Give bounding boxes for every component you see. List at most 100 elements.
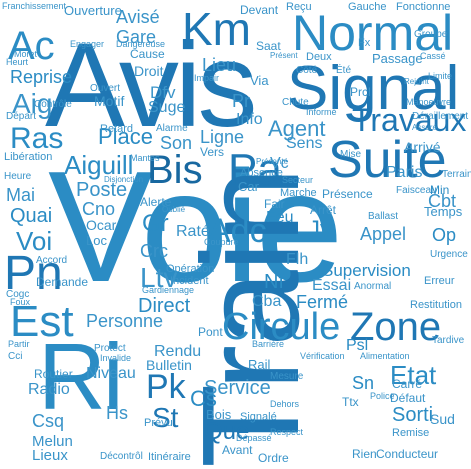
word-cogc: Cogc [6, 289, 30, 300]
word-etat: Etat [390, 360, 437, 390]
word-déraillement: Déraillement [412, 111, 469, 122]
word-rien: Rien [352, 447, 377, 461]
word-crc: Crc [140, 241, 168, 261]
word-rail: Rail [248, 357, 271, 372]
word-jy: Jy [308, 216, 332, 243]
word-avis: Avis [45, 18, 258, 152]
word-alarme: Alarme [156, 123, 188, 134]
word-dépassé: Dépassé [236, 433, 272, 443]
word-saat: Saat [256, 39, 281, 53]
word-raté: Raté [176, 223, 210, 240]
word-radio: Radio [28, 381, 70, 398]
word-km: Km [182, 3, 251, 55]
word-pr: Pr [232, 91, 250, 111]
word-gardiennage: Gardiennage [142, 285, 195, 295]
word-essai: Essai [312, 277, 352, 294]
word-dfv: Dfv [150, 83, 176, 102]
word-accord: Accord [36, 255, 68, 266]
word-bois: Bois [206, 407, 232, 422]
word-que: Que [204, 418, 250, 445]
word-voie: Voie [48, 139, 344, 315]
word-départ: Départ [6, 111, 37, 122]
word-adc: Adc [208, 212, 267, 250]
word-personne: Personne [86, 311, 164, 331]
word-poste: Poste [76, 179, 128, 201]
word-loc: Loc [86, 233, 107, 248]
word-avisé: Avisé [116, 7, 160, 27]
word-opération: Opération [166, 263, 215, 275]
word-sorti: Sorti [392, 404, 434, 426]
word-aig: Aig [12, 88, 53, 119]
word-faisceau: Faisceau [396, 185, 437, 196]
word-lieux: Lieux [32, 447, 68, 464]
word-melun: Melun [32, 433, 73, 450]
word-reprise: Reprise [10, 67, 73, 87]
word-info: Info [236, 111, 263, 128]
word-cbt: Cbt [428, 191, 457, 211]
word-flh: Flh [286, 251, 309, 268]
word-supervision: Supervision [322, 261, 411, 280]
word-engager: Engager [70, 39, 105, 49]
word-aiguill: Aiguill [64, 150, 134, 180]
word-disjonction: Disjonction [104, 175, 144, 184]
word-libération: Libération [4, 151, 53, 163]
word-présent: Présent [270, 51, 298, 60]
word-direct: Direct [138, 295, 191, 317]
word-gr: Gr [142, 210, 169, 237]
word-moret: Moret [14, 49, 38, 59]
word-via: Via [250, 73, 269, 88]
word-secteur: Secteur [282, 175, 314, 185]
word-fonctionne: Fonctionne [396, 1, 451, 13]
word-min: Min [430, 183, 450, 197]
word-erreur: Erreur [424, 275, 455, 287]
word-paris: Paris [386, 164, 423, 181]
word-son: Son [160, 133, 193, 153]
word-franchissement: Franchissement [2, 1, 67, 11]
word-partir: Partir [8, 339, 30, 349]
word-coupure: Coupure [204, 237, 239, 247]
word-appel: Appel [360, 224, 407, 244]
word-circule: Circule [222, 306, 341, 348]
word-feu: Feu [266, 209, 294, 226]
word-anormal: Anormal [354, 281, 392, 292]
word-ocar: Ocar [86, 217, 117, 233]
word-ouvert: Ouvert [90, 83, 121, 94]
word-côté: Côté [296, 65, 318, 76]
word-vérification: Vérification [300, 351, 345, 361]
word-place: Place [98, 124, 154, 149]
word-signal: Signal [287, 54, 460, 123]
word-gauche: Gauche [348, 1, 387, 13]
word-droit: Droit [134, 63, 164, 79]
word-cno: Cno [82, 199, 116, 219]
word-groupe: Groupe [414, 29, 448, 40]
word-ac: Ac [8, 24, 55, 68]
word-été: Été [336, 65, 352, 76]
word-présence: Présence [322, 187, 373, 201]
word-signalé: Signalé [240, 411, 277, 423]
word-heurt: Heurt [6, 57, 29, 67]
word-conducteur: Conducteur [376, 447, 439, 461]
word-bulletin: Bulletin [146, 357, 192, 373]
word-carré: Carré [392, 377, 423, 391]
word-deux: Deux [306, 51, 332, 63]
word-csq: Csq [32, 411, 65, 431]
word-protect: Protect [94, 343, 126, 354]
word-impair: Impair [194, 73, 220, 83]
word-arrêt: Arrêt [310, 203, 337, 217]
word-mise: Mise [340, 149, 362, 160]
word-urgence: Urgence [430, 249, 468, 260]
word-rendu: Rendu [154, 343, 202, 360]
word-itinéraire: Itinéraire [148, 451, 191, 463]
word-suite: Suite [328, 131, 447, 189]
word-alimentation: Alimentation [360, 351, 410, 361]
word-bis: Bis [147, 148, 203, 192]
word-alerte: Alerte [140, 195, 172, 209]
word-voi: Voi [16, 226, 53, 256]
word-avant: Avant [222, 443, 253, 457]
word-présenté: Présenté [256, 157, 289, 166]
word-lieu: Lieu [202, 55, 237, 75]
word-mesure: Mesure [270, 371, 304, 382]
word-foux: Foux [10, 297, 31, 307]
word-pa: Pa [228, 145, 282, 194]
